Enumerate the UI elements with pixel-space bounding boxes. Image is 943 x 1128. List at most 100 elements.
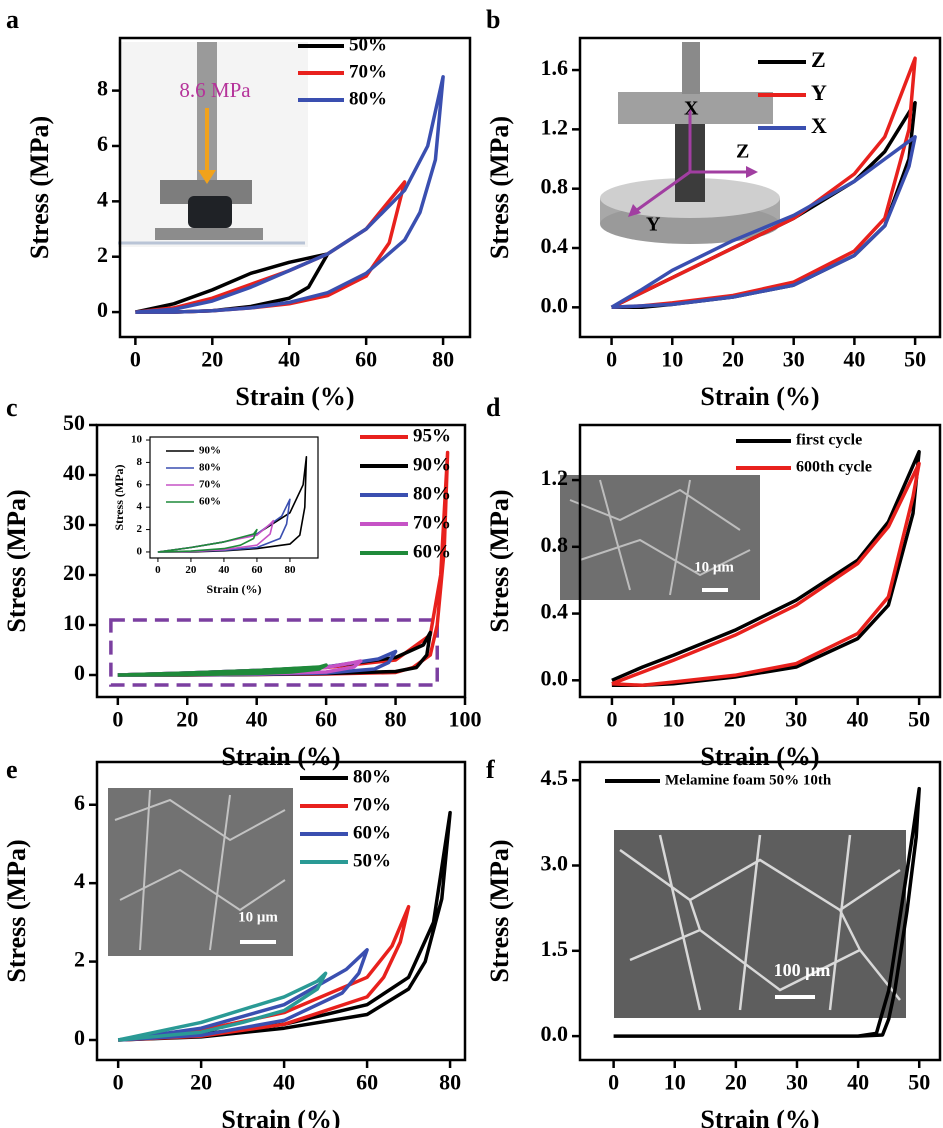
panel-letter: c — [6, 393, 18, 422]
y-tick-label: 30 — [63, 510, 85, 535]
chart: 0 20 40 60 80 0 2 4 6 Strain (%) Stress (MPa) 80% 70… — [2, 755, 467, 1128]
x-tick-label: 20 — [725, 1070, 747, 1095]
y-tick-label: 2 — [74, 947, 85, 972]
y-tick-label: 1.2 — [541, 114, 569, 139]
x-tick-label: 80 — [385, 707, 407, 732]
panel-letter: b — [486, 5, 500, 34]
x-tick-label: 20 — [724, 707, 746, 732]
x-axis-label: Strain (%) — [221, 1105, 340, 1128]
series-line — [135, 75, 445, 314]
legend-label: 80% — [353, 766, 391, 787]
y-tick-label: 50 — [63, 410, 85, 435]
x-tick-label: 50 — [908, 1070, 930, 1095]
y-tick-label: 8 — [137, 456, 143, 468]
legend-label: 50% — [353, 850, 391, 871]
plot-frame — [118, 36, 472, 339]
legend-label: Melamine foam 50% 10th — [665, 772, 832, 788]
y-tick-label: 3.0 — [541, 851, 569, 876]
y-tick-label: 4 — [74, 868, 85, 893]
x-tick-label: 40 — [273, 1070, 295, 1095]
y-tick-label: 40 — [63, 460, 85, 485]
highlight-box — [109, 618, 439, 687]
legend-label: 90% — [199, 445, 221, 457]
y-tick-label: 10 — [63, 610, 85, 635]
series-line — [117, 948, 369, 1042]
y-tick-label: 0 — [74, 1025, 85, 1050]
x-tick-label: 60 — [315, 707, 337, 732]
y-tick-label: 0 — [97, 297, 108, 322]
y-axis-label: Stress (MPa) — [485, 116, 514, 259]
x-tick-label: 40 — [246, 707, 268, 732]
series-line — [117, 971, 328, 1042]
y-tick-label: 1.5 — [541, 936, 569, 961]
x-tick-label: 40 — [847, 707, 869, 732]
plot-frame — [578, 760, 942, 1062]
legend-label: 60% — [413, 541, 451, 562]
legend-label: first cycle — [796, 432, 862, 449]
legend-label: 60% — [353, 822, 391, 843]
x-axis-label: Strain (%) — [221, 742, 340, 771]
y-tick-label: 0.0 — [541, 292, 569, 317]
sem-image: 100 μm — [614, 830, 906, 1018]
y-axis-label: Stress (MPa) — [112, 464, 126, 530]
legend-label: 70% — [349, 61, 387, 82]
legend-label: 80% — [199, 462, 221, 474]
x-tick-label: 0 — [112, 707, 123, 732]
y-axis-label: Stress (MPa) — [485, 839, 514, 982]
scale-label: 10 μm — [694, 559, 734, 575]
axis-marker: Z — [736, 141, 749, 163]
y-axis-label: Stress (MPa) — [485, 489, 514, 632]
scale-label: 100 μm — [774, 960, 831, 980]
plot-frame — [95, 423, 467, 699]
y-axis-label: Stress (MPa) — [2, 489, 31, 632]
series-line — [157, 528, 258, 553]
photo-inset: 8.6 MPa — [118, 42, 308, 247]
legend-label: Z — [811, 47, 826, 72]
scale-label: 10 μm — [238, 909, 278, 925]
legend-label: X — [811, 113, 827, 138]
panel-letter: e — [6, 755, 18, 784]
annotation: 8.6 MPa — [179, 78, 251, 102]
legend-label: 70% — [413, 512, 451, 533]
x-tick-label: 80 — [284, 564, 296, 576]
series-line — [610, 135, 917, 310]
legend-label: 80% — [349, 88, 387, 109]
plot-frame — [149, 436, 319, 559]
x-tick-label: 30 — [785, 707, 807, 732]
plot-frame — [95, 760, 467, 1062]
y-tick-label: 20 — [63, 560, 85, 585]
x-tick-label: 80 — [439, 1070, 461, 1095]
x-tick-label: 60 — [251, 564, 263, 576]
sem-image: 10 μm — [108, 788, 293, 956]
x-tick-label: 0 — [606, 347, 617, 372]
legend-label: 95% — [413, 425, 451, 446]
y-tick-label: 0.4 — [541, 233, 569, 258]
chart: 0 20 40 60 80 0 2 4 6 8 Strain (%) Stress (MPa) 50% 7… — [6, 5, 472, 411]
y-axis-label: Stress (MPa) — [2, 839, 31, 982]
x-axis-label: Strain (%) — [700, 1105, 819, 1128]
y-tick-label: 0 — [137, 545, 143, 557]
panel-letter: a — [6, 5, 19, 34]
x-axis-label: Strain (%) — [700, 742, 819, 771]
x-tick-label: 50 — [908, 707, 930, 732]
y-tick-label: 4 — [137, 501, 143, 513]
legend-label: 70% — [199, 479, 221, 491]
x-tick-label: 20 — [176, 707, 198, 732]
y-tick-label: 8 — [97, 76, 108, 101]
plot-frame — [578, 423, 942, 699]
y-tick-label: 6 — [137, 478, 143, 490]
drawing-inset: X Y Z — [600, 42, 780, 244]
x-tick-label: 40 — [218, 564, 230, 576]
axis-marker: Y — [646, 214, 661, 236]
y-tick-label: 6 — [97, 131, 108, 156]
x-tick-label: 10 — [662, 707, 684, 732]
inset-chart: 0 20 40 60 80 0 2 4 6 8 10 Strain (%) Stress (MPa) 90… — [112, 434, 319, 596]
y-tick-label: 0.0 — [541, 1021, 569, 1046]
x-tick-label: 0 — [606, 707, 617, 732]
legend-label: 80% — [413, 483, 451, 504]
y-tick-label: 0.4 — [541, 599, 569, 624]
y-tick-label: 6 — [74, 790, 85, 815]
x-tick-label: 40 — [278, 347, 300, 372]
axis-marker: X — [684, 98, 699, 120]
